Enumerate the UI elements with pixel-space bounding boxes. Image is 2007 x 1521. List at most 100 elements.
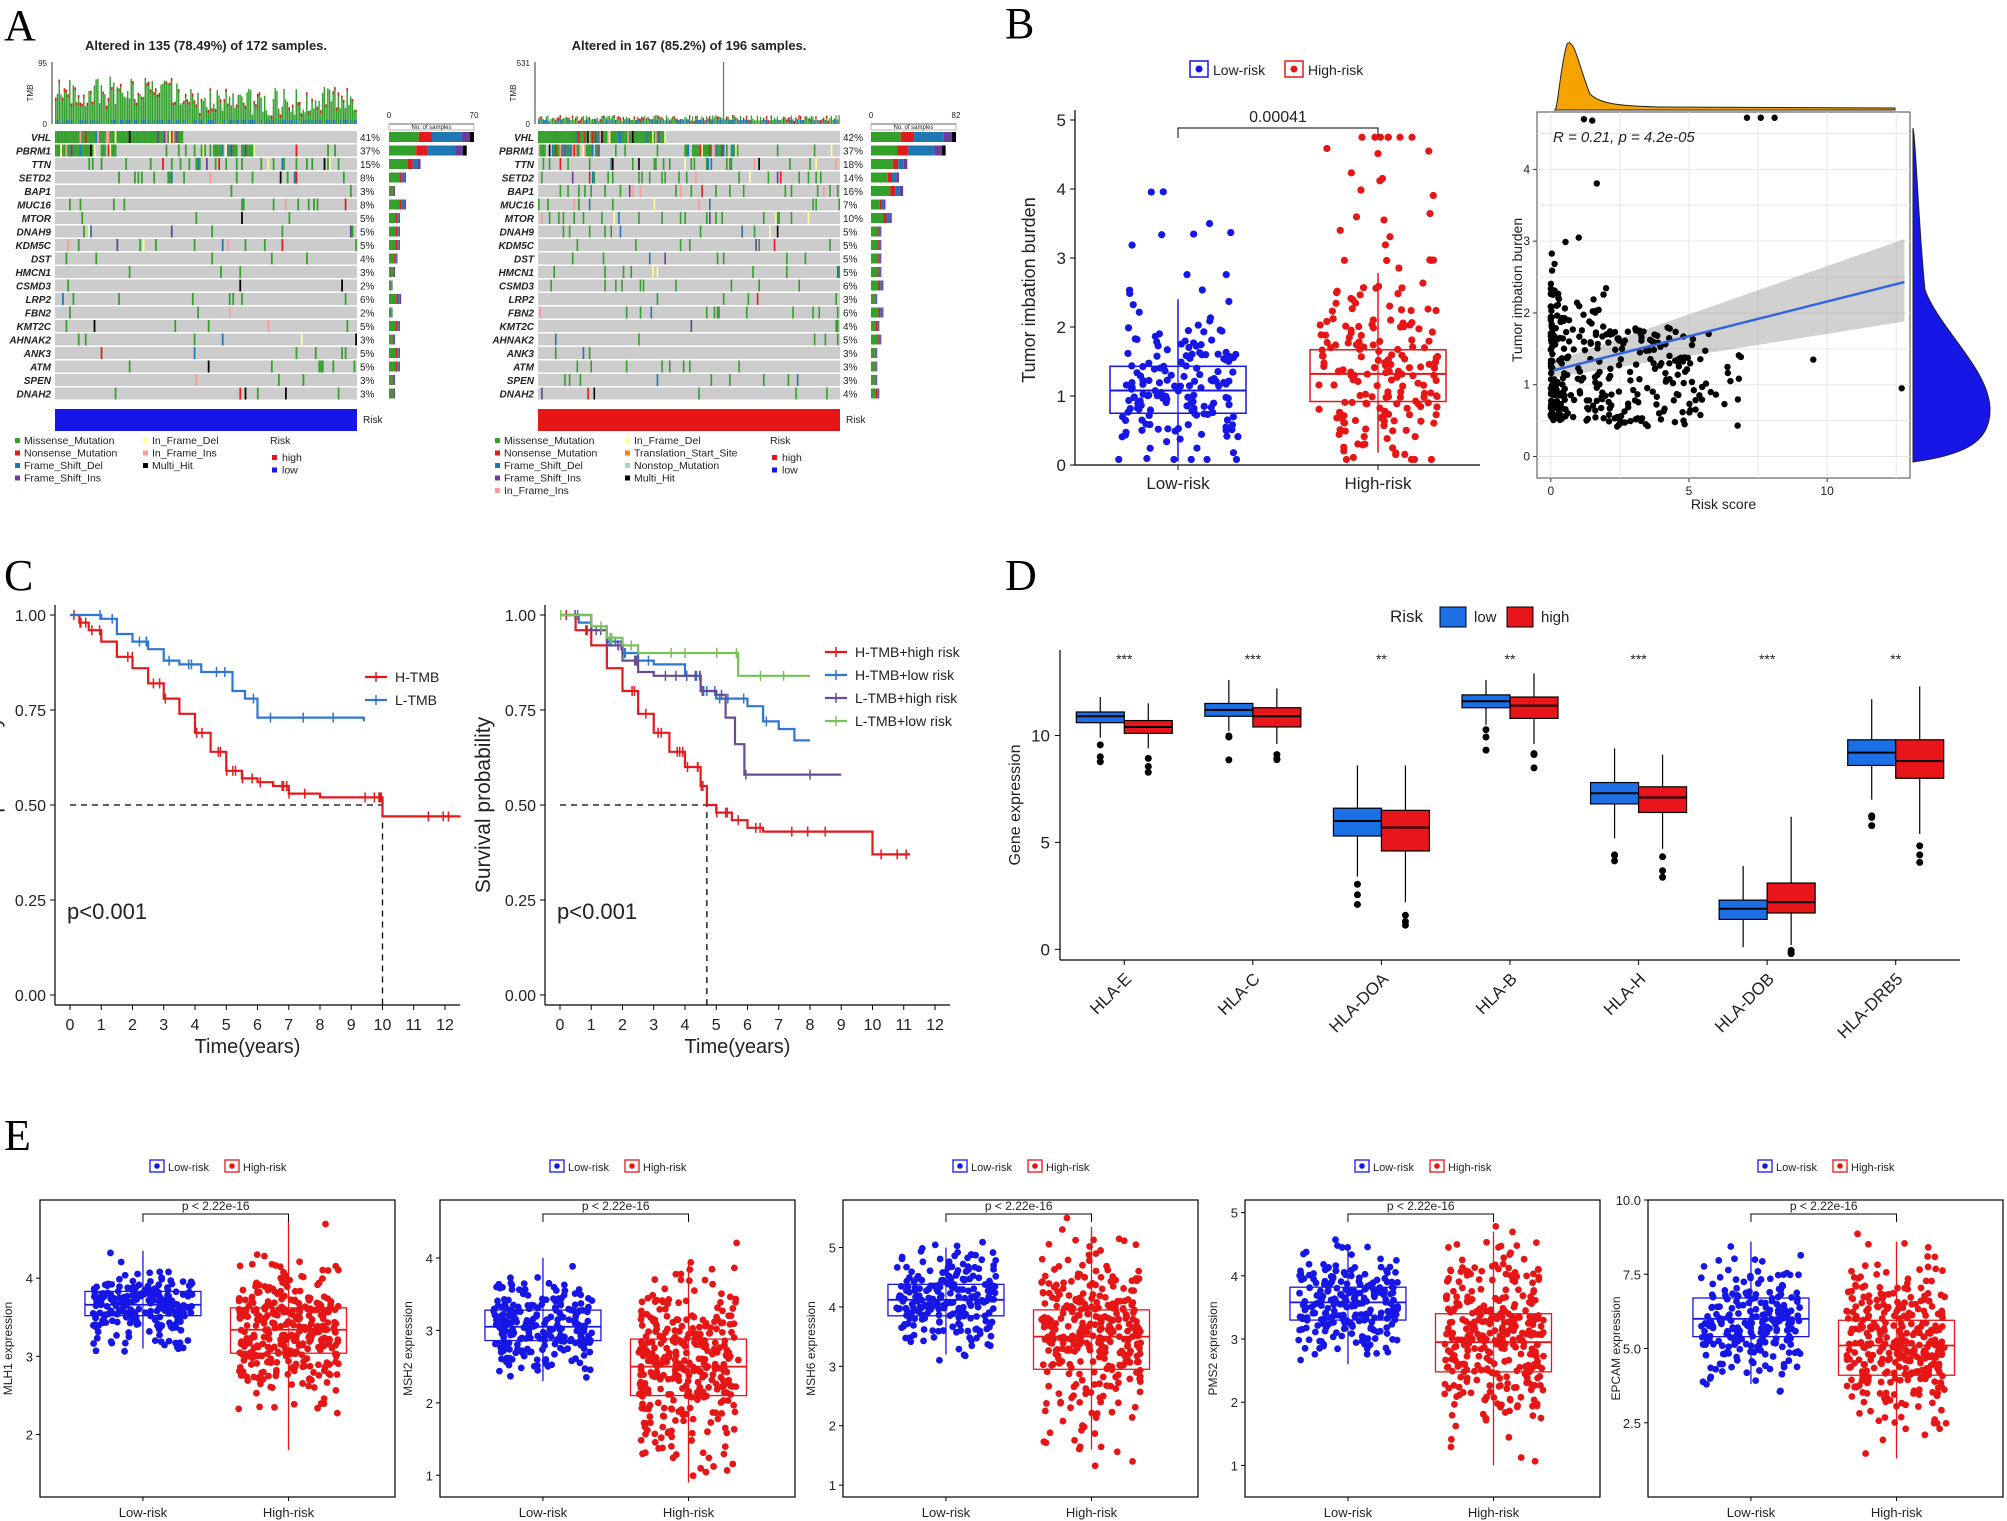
gene-frequency: 3% (843, 349, 858, 360)
count-bar-segment (881, 199, 885, 210)
data-point (264, 1311, 271, 1319)
data-point (1576, 302, 1583, 310)
data-point (658, 1297, 666, 1304)
gene-frequency: 5% (843, 228, 858, 239)
tmb-bar-top (253, 100, 255, 104)
gene-label: ATM (512, 363, 535, 374)
tmb-bar-top (195, 104, 197, 108)
y-tick-label: 2 (426, 1396, 433, 1411)
mutation-cell (225, 144, 228, 157)
data-point (1520, 1255, 1528, 1263)
data-point (953, 1242, 961, 1250)
y-tick-label: 0.75 (15, 703, 46, 720)
box-low-hla-b (1461, 679, 1511, 754)
mutation-cell (645, 131, 648, 143)
mutation-cell (327, 158, 329, 170)
data-point (1052, 1320, 1060, 1327)
data-point (1332, 1236, 1339, 1244)
mutation-cell (661, 171, 663, 184)
tmb-bar (149, 89, 152, 124)
risk-legend-label: low (782, 465, 798, 477)
data-point (1398, 370, 1406, 378)
mutation-cell (142, 239, 145, 251)
mutation-cell (621, 131, 623, 143)
data-point (1562, 328, 1570, 336)
data-point (1430, 371, 1438, 379)
data-point (264, 1326, 271, 1333)
count-bar-segment (871, 280, 879, 291)
panel-letter-d: D (1005, 551, 1037, 600)
x-tick-label: Low-risk (1324, 1505, 1373, 1520)
data-point (1605, 398, 1612, 406)
mutation-cell (155, 131, 157, 143)
data-point (129, 1283, 137, 1291)
risk-legend-swatch (272, 467, 277, 473)
data-point (121, 1347, 128, 1355)
data-point (1222, 271, 1230, 279)
data-point (524, 1322, 532, 1330)
mutation-cell (585, 144, 588, 157)
data-point (1653, 401, 1660, 408)
data-point (125, 1329, 133, 1336)
mutation-cell (228, 144, 231, 157)
tmb-bar (665, 115, 668, 124)
data-point (1396, 393, 1404, 401)
data-point (720, 1389, 728, 1396)
legend: Low-risk High-risk (1189, 60, 1364, 78)
tmb-bar-top (675, 118, 677, 122)
tmb-bar-top (567, 117, 569, 121)
data-point (165, 1268, 172, 1276)
data-point (1055, 1355, 1062, 1362)
data-point (1372, 284, 1380, 292)
data-point (1086, 1346, 1094, 1354)
mutation-cell (698, 198, 700, 211)
data-point (1138, 416, 1146, 424)
data-point (305, 1312, 313, 1319)
data-point (1187, 399, 1195, 407)
data-point (1087, 1303, 1095, 1311)
data-point (937, 1291, 945, 1299)
data-point (518, 1334, 526, 1342)
mutation-cell (70, 144, 73, 157)
data-point (1687, 406, 1694, 414)
legend-label: Multi_Hit (152, 460, 193, 472)
data-point (1377, 1255, 1384, 1263)
data-point (1589, 308, 1596, 315)
data-point (1190, 230, 1198, 238)
mutation-cell (554, 144, 557, 157)
data-point (648, 1357, 656, 1365)
mutation-cell (736, 144, 739, 157)
mutation-cell (153, 171, 156, 184)
tmb-bar (98, 103, 101, 124)
data-point (188, 1302, 195, 1310)
x-tick-label: 8 (316, 1017, 325, 1034)
data-point (1085, 1310, 1093, 1318)
data-point (984, 1287, 992, 1295)
mutation-cell (242, 198, 245, 211)
mutation-cell (281, 158, 284, 170)
count-bar-segment (394, 267, 396, 277)
data-point (730, 1320, 738, 1328)
data-point (990, 1262, 998, 1269)
tmb-bar (128, 98, 131, 124)
data-point (1202, 351, 1210, 359)
data-point (308, 1332, 316, 1340)
data-point (1128, 385, 1136, 393)
data-point (1359, 1333, 1367, 1341)
tmb-bar-base (585, 120, 588, 124)
panel-a: Altered in 135 (78.49%) of 172 samples.9… (8, 38, 961, 497)
gene-frequency: 41% (360, 133, 380, 144)
mutation-cell (578, 198, 580, 211)
data-point (1684, 354, 1692, 362)
mutation-cell (619, 131, 622, 143)
tmb-bar-base (559, 120, 561, 124)
y-tick-label: 4 (1057, 180, 1066, 199)
data-point (1155, 379, 1164, 387)
box-high-risk (629, 1239, 748, 1483)
tmb-bar-top (292, 104, 294, 108)
tmb-bar-top (320, 110, 322, 114)
data-point (293, 1332, 300, 1340)
tmb-bar-base (121, 120, 124, 124)
data-point (543, 1316, 551, 1323)
tmb-bar (130, 78, 132, 124)
